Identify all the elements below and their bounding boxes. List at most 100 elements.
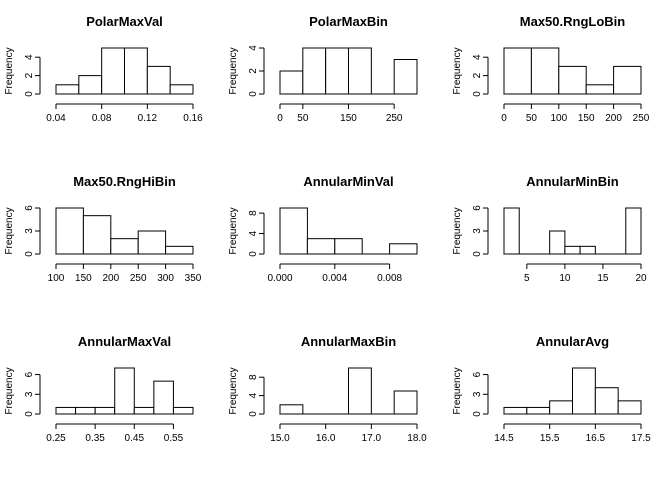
x-tick-label: 16.5 xyxy=(586,433,606,444)
y-tick-label: 0 xyxy=(472,411,483,417)
y-axis-label: Frequency xyxy=(4,207,15,254)
x-tick-label: 14.5 xyxy=(494,433,514,444)
x-tick-label: 0.35 xyxy=(85,433,105,444)
x-tick-label: 0.12 xyxy=(138,113,158,124)
chart-title: AnnularMinVal xyxy=(303,174,393,189)
x-tick-label: 0.55 xyxy=(164,433,184,444)
x-tick-label: 0.16 xyxy=(183,113,203,124)
histogram-bar xyxy=(549,230,566,255)
x-tick-label: 18.0 xyxy=(407,433,427,444)
histogram-bar xyxy=(55,207,84,255)
histogram-panel: PolarMaxVal 0.04 0.08 0.12 0.16 0 2 4 Frequency xyxy=(4,14,203,124)
x-tick-label: 0.45 xyxy=(125,433,145,444)
histogram-bar xyxy=(393,390,418,415)
x-tick-label: 5 xyxy=(524,273,530,284)
chart-title: AnnularMaxBin xyxy=(301,334,396,349)
histogram-panel: AnnularMaxBin 15.0 16.0 17.0 18.0 0 4 8 Frequenc… xyxy=(228,334,427,444)
histogram-bar xyxy=(594,387,619,415)
y-tick-label: 6 xyxy=(472,371,483,377)
histogram-bar xyxy=(579,245,596,255)
histogram-bar xyxy=(279,70,304,95)
histogram-bar xyxy=(75,406,96,415)
y-axis-label: Frequency xyxy=(228,367,239,414)
y-tick-label: 4 xyxy=(24,54,35,60)
x-tick-label: 0.25 xyxy=(46,433,66,444)
y-tick-label: 2 xyxy=(248,68,259,74)
histogram-bar xyxy=(302,47,327,95)
y-axis-label: Frequency xyxy=(4,367,15,414)
y-tick-label: 0 xyxy=(248,411,259,417)
histogram-bar xyxy=(503,207,520,255)
histogram-bar xyxy=(101,47,125,95)
chart-title: PolarMaxVal xyxy=(86,14,163,29)
x-tick-label: 0 xyxy=(277,113,283,124)
y-tick-label: 6 xyxy=(24,371,35,377)
x-tick-label: 150 xyxy=(340,113,357,124)
y-axis-label: Frequency xyxy=(228,47,239,94)
y-tick-label: 3 xyxy=(472,228,483,234)
histogram-bar xyxy=(137,230,167,255)
histogram-bar xyxy=(564,245,581,255)
histogram-bar xyxy=(549,400,574,415)
y-tick-label: 6 xyxy=(24,205,35,211)
histogram-bar xyxy=(172,406,194,415)
histogram-panel: Max50.RngHiBin 100 150 200 250 300 350 0 3 6 Frequ… xyxy=(4,174,202,284)
y-tick-label: 3 xyxy=(472,391,483,397)
x-tick-label: 0.000 xyxy=(267,273,292,284)
x-tick-label: 15.0 xyxy=(270,433,290,444)
x-tick-label: 20 xyxy=(635,273,647,284)
histogram-bar xyxy=(348,367,372,415)
y-tick-label: 0 xyxy=(248,91,259,97)
y-tick-label: 8 xyxy=(248,210,259,216)
histogram-bar xyxy=(585,84,615,95)
histogram-bar xyxy=(572,367,596,415)
y-tick-label: 6 xyxy=(472,205,483,211)
x-tick-label: 10 xyxy=(559,273,571,284)
histogram-bar xyxy=(169,84,194,95)
histogram-bar xyxy=(82,215,112,255)
x-tick-label: 150 xyxy=(578,113,595,124)
histogram-bar xyxy=(78,75,103,95)
histogram-panel: Max50.RngLoBin 0 50 100 150 200 250 0 2 4 Frequenc… xyxy=(452,14,650,124)
histogram-bar xyxy=(613,65,642,95)
histogram-panel: AnnularMinBin 5 10 15 20 0 3 6 Frequency xyxy=(452,174,647,284)
x-tick-label: 17.0 xyxy=(362,433,382,444)
y-tick-label: 2 xyxy=(24,72,35,78)
histogram-bar xyxy=(114,367,135,415)
x-tick-label: 350 xyxy=(185,273,202,284)
x-tick-label: 200 xyxy=(102,273,119,284)
histogram-bar xyxy=(146,65,171,95)
x-tick-label: 0.04 xyxy=(46,113,66,124)
x-tick-label: 0.004 xyxy=(322,273,347,284)
histogram-bar xyxy=(617,400,642,415)
y-axis-label: Frequency xyxy=(228,207,239,254)
x-tick-label: 200 xyxy=(605,113,622,124)
histogram-bar xyxy=(94,406,116,415)
histogram-bar xyxy=(526,406,551,415)
y-tick-label: 3 xyxy=(24,228,35,234)
y-axis-label: Frequency xyxy=(4,47,15,94)
y-tick-label: 2 xyxy=(472,72,483,78)
histogram-panel: AnnularAvg 14.5 15.5 16.5 17.5 0 3 6 Frequency xyxy=(452,334,651,444)
histogram-bar xyxy=(55,406,77,415)
x-tick-label: 150 xyxy=(75,273,92,284)
y-tick-label: 4 xyxy=(472,54,483,60)
histogram-bar xyxy=(503,47,532,95)
histogram-bar xyxy=(110,238,139,255)
histogram-bar xyxy=(530,47,560,95)
x-tick-label: 50 xyxy=(526,113,538,124)
x-tick-label: 0.08 xyxy=(92,113,112,124)
histogram-bar xyxy=(133,406,155,415)
histogram-bar xyxy=(279,404,304,415)
y-tick-label: 0 xyxy=(24,411,35,417)
y-tick-label: 0 xyxy=(24,251,35,257)
chart-title: PolarMaxBin xyxy=(309,14,388,29)
y-axis-label: Frequency xyxy=(452,207,463,254)
histogram-bar xyxy=(279,207,308,255)
x-tick-label: 100 xyxy=(550,113,567,124)
histogram-panel: PolarMaxBin 0 50 150 250 0 2 4 Frequency xyxy=(228,14,418,124)
histogram-bar xyxy=(124,47,148,95)
histogram-bar xyxy=(558,65,587,95)
chart-title: AnnularAvg xyxy=(536,334,609,349)
